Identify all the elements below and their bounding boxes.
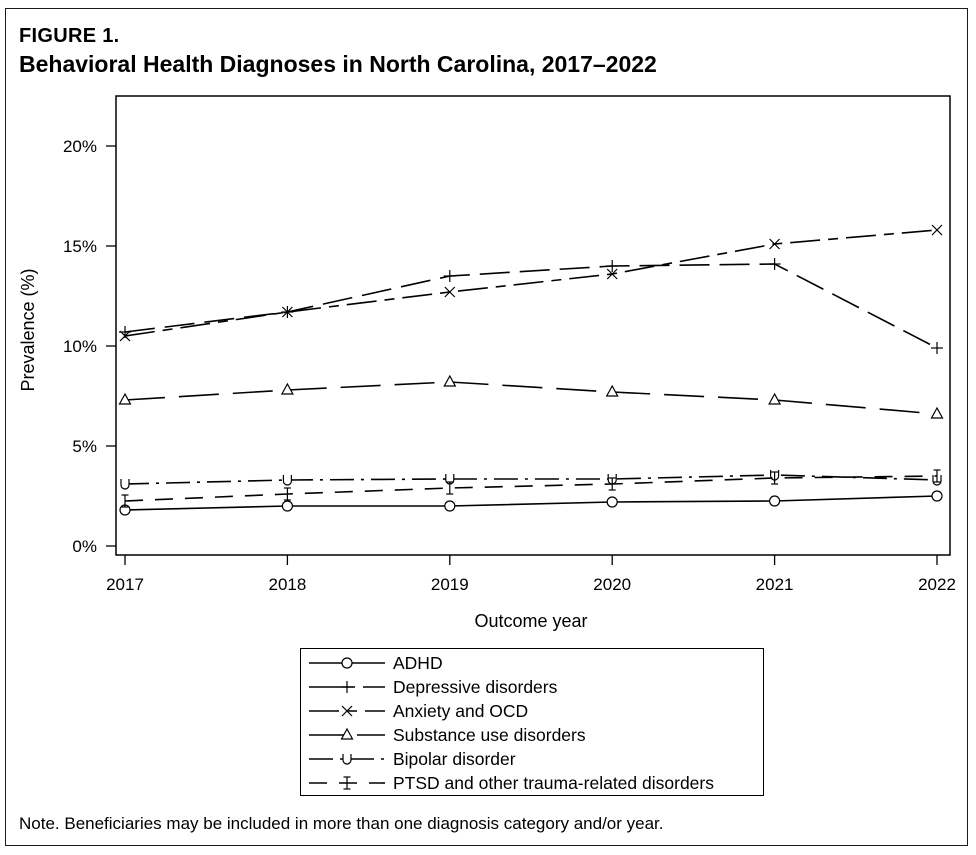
legend-marker-tilde — [342, 754, 352, 765]
legend-swatch — [309, 681, 385, 693]
data-point-x — [606, 268, 618, 280]
data-point-triangle — [443, 374, 457, 387]
data-point-plus — [768, 258, 781, 270]
legend-swatch — [309, 727, 385, 740]
data-point-triangle — [930, 406, 944, 419]
legend-label: Bipolar disorder — [393, 749, 516, 769]
series-line — [124, 474, 938, 485]
legend-marker-x — [341, 705, 353, 717]
x-tick-label: 2018 — [268, 575, 306, 594]
y-axis-title: Prevalence (%) — [18, 268, 38, 391]
x-axis: 2017 2018 2019 2020 2021 2022 — [106, 555, 956, 594]
data-point-circle — [768, 495, 781, 507]
figure-note: Note. Beneficiaries may be included in m… — [19, 814, 664, 833]
data-point-tilde — [282, 475, 292, 486]
data-point-circle — [606, 496, 618, 508]
legend-marker-triangle — [340, 727, 354, 740]
data-point-x — [119, 330, 131, 342]
y-tick-label: 0% — [72, 537, 97, 556]
figure-label: FIGURE 1. — [19, 25, 120, 47]
legend-label: PTSD and other trauma-related disorders — [393, 773, 714, 793]
data-point-x — [931, 224, 943, 236]
figure-title: Behavioral Health Diagnoses in North Car… — [19, 51, 657, 77]
legend-item: Substance use disorders — [301, 723, 763, 747]
legend-swatch — [309, 657, 385, 669]
series-ptsd-and-other-trauma-related-disorders — [121, 469, 941, 508]
data-point-triangle — [280, 382, 294, 395]
data-point-ibeam — [771, 471, 779, 485]
x-tick-label: 2020 — [593, 575, 631, 594]
x-tick-label: 2022 — [918, 575, 956, 594]
series-depressive-disorders — [119, 258, 943, 354]
chart-legend: ADHD Depressive disorders Anxiety and OCD S… — [300, 648, 764, 796]
series-line — [124, 495, 938, 511]
y-tick-label: 5% — [72, 437, 97, 456]
data-point-ibeam — [608, 477, 616, 491]
plot-area-border — [115, 95, 951, 556]
data-point-plus — [931, 342, 943, 354]
series-layer — [118, 224, 944, 516]
data-point-x — [444, 286, 456, 298]
data-point-tilde — [120, 479, 130, 490]
legend-marker-circle — [341, 657, 353, 669]
data-point-circle — [444, 500, 456, 512]
data-point-circle — [281, 500, 293, 512]
data-point-circle — [931, 490, 943, 502]
series-anxiety-and-ocd — [119, 224, 943, 342]
x-axis-title: Outcome year — [474, 611, 587, 631]
legend-label: ADHD — [393, 653, 443, 673]
data-point-ibeam — [446, 481, 454, 495]
data-point-triangle — [768, 392, 782, 405]
series-adhd — [119, 490, 943, 516]
x-tick-label: 2017 — [106, 575, 144, 594]
data-point-triangle — [605, 384, 619, 397]
y-tick-label: 15% — [63, 237, 97, 256]
x-tick-label: 2021 — [756, 575, 794, 594]
series-substance-use-disorders — [118, 374, 944, 419]
legend-item: PTSD and other trauma-related disorders — [301, 771, 763, 795]
legend-swatch — [309, 705, 385, 717]
legend-label: Depressive disorders — [393, 677, 558, 697]
data-point-ibeam — [933, 469, 941, 483]
legend-item: Depressive disorders — [301, 675, 763, 699]
legend-item: Anxiety and OCD — [301, 699, 763, 723]
series-line — [124, 381, 938, 415]
legend-label: Substance use disorders — [393, 725, 586, 745]
data-point-ibeam — [283, 487, 291, 501]
y-axis: 0% 5% 10% 15% 20% — [63, 137, 116, 556]
series-line — [124, 475, 938, 502]
y-tick-label: 20% — [63, 137, 97, 156]
legend-marker-plus — [341, 681, 353, 693]
legend-marker-ibeam — [343, 776, 351, 790]
legend-swatch — [309, 776, 385, 790]
legend-swatch — [309, 754, 385, 765]
series-line — [124, 229, 938, 337]
figure-frame — [5, 8, 968, 846]
data-point-x — [281, 306, 293, 318]
data-point-plus — [443, 270, 456, 282]
x-tick-label: 2019 — [431, 575, 469, 594]
legend-label: Anxiety and OCD — [393, 701, 529, 721]
data-point-plus — [606, 260, 619, 272]
line-chart: 0% 5% 10% 15% 20% 2017 2018 2019 2020 2021 2022 O… — [18, 95, 956, 631]
series-line — [124, 263, 938, 349]
legend-item: ADHD — [301, 651, 763, 675]
data-point-triangle — [118, 392, 132, 405]
legend-item: Bipolar disorder — [301, 747, 763, 771]
data-point-ibeam — [121, 494, 129, 508]
data-point-x — [769, 238, 781, 250]
y-tick-label: 10% — [63, 337, 97, 356]
